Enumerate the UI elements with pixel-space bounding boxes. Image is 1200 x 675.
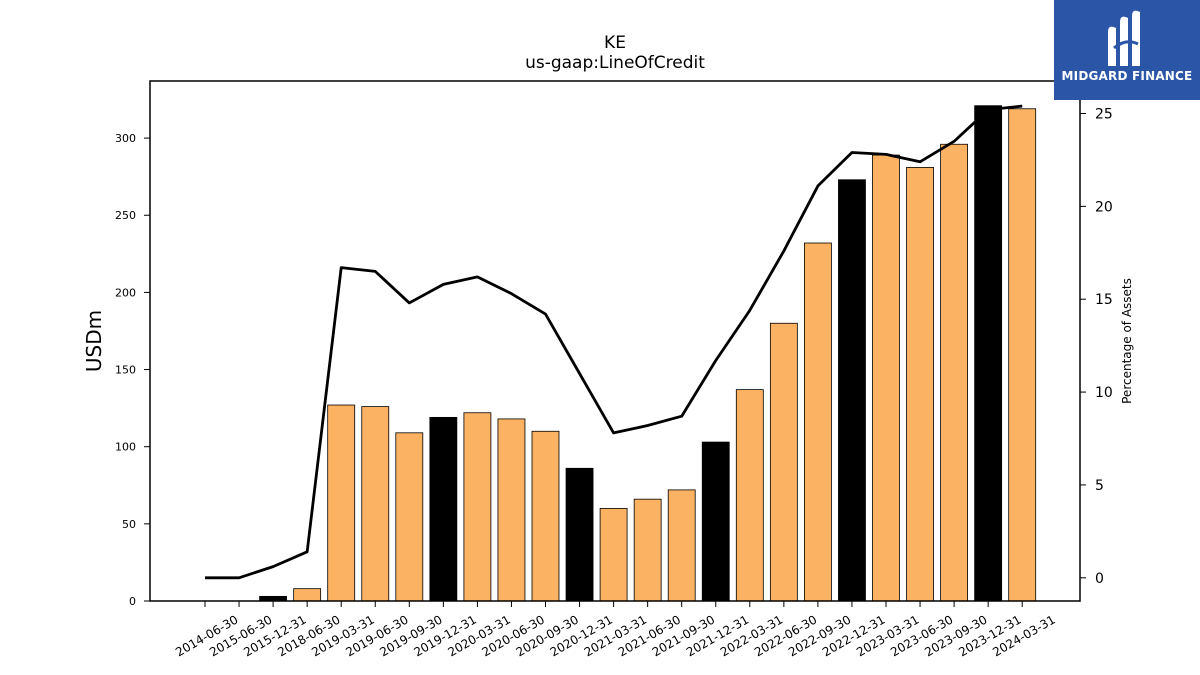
brand-logo-text: MIDGARD FINANCE (1061, 69, 1193, 83)
bar (804, 242, 832, 602)
bar (497, 418, 526, 602)
y-tick-label: 200 (115, 286, 136, 299)
y-tick-label: 250 (115, 209, 136, 222)
x-axis: 2014-06-302015-06-302015-12-312018-06-30… (173, 601, 1058, 659)
y2-tick-label: 25 (1095, 107, 1113, 123)
y-axis-left: 0 50 100 150 200 250 300 (115, 132, 150, 608)
chart-subtitle: us-gaap:LineOfCredit (525, 53, 705, 73)
y-tick-label: 100 (115, 441, 136, 454)
bar (872, 154, 900, 602)
y-tick-label: 0 (129, 595, 136, 608)
brand-logo: MIDGARD FINANCE (1054, 0, 1200, 100)
midgard-logo-icon (1108, 10, 1140, 67)
bar (565, 467, 594, 602)
y2-tick-label: 20 (1095, 199, 1113, 215)
y2-tick-label: 10 (1095, 385, 1113, 401)
bar (701, 441, 730, 602)
bar (327, 404, 356, 602)
y-tick-label: 300 (115, 132, 136, 145)
bar (633, 498, 662, 602)
bar (940, 143, 968, 602)
y-axis-right: 0 5 10 15 20 25 (1080, 107, 1113, 587)
bars-layer (259, 105, 1037, 602)
bar (906, 167, 934, 602)
bar (293, 588, 322, 602)
bar (361, 406, 390, 602)
bar (735, 389, 764, 602)
y-tick-label: 50 (122, 518, 136, 531)
bar (531, 430, 560, 602)
y2-tick-label: 15 (1095, 292, 1113, 308)
y2-tick-label: 0 (1095, 571, 1104, 587)
bar (667, 489, 696, 602)
chart-title: KE (604, 33, 626, 53)
y2-tick-label: 5 (1095, 478, 1104, 494)
bar (974, 105, 1003, 602)
series-line (205, 104, 1023, 580)
bar (429, 416, 458, 602)
y2-axis-label: Percentage of Assets (1120, 278, 1134, 404)
y-axis-label: USDm (82, 310, 106, 372)
line-layer (205, 104, 1023, 580)
y-tick-label: 150 (115, 364, 136, 377)
bar (769, 322, 798, 602)
bar (395, 432, 424, 602)
bar (838, 179, 866, 602)
plot-frame (149, 80, 1081, 602)
bar (599, 508, 628, 602)
bar (1008, 108, 1037, 602)
bar (463, 412, 492, 602)
